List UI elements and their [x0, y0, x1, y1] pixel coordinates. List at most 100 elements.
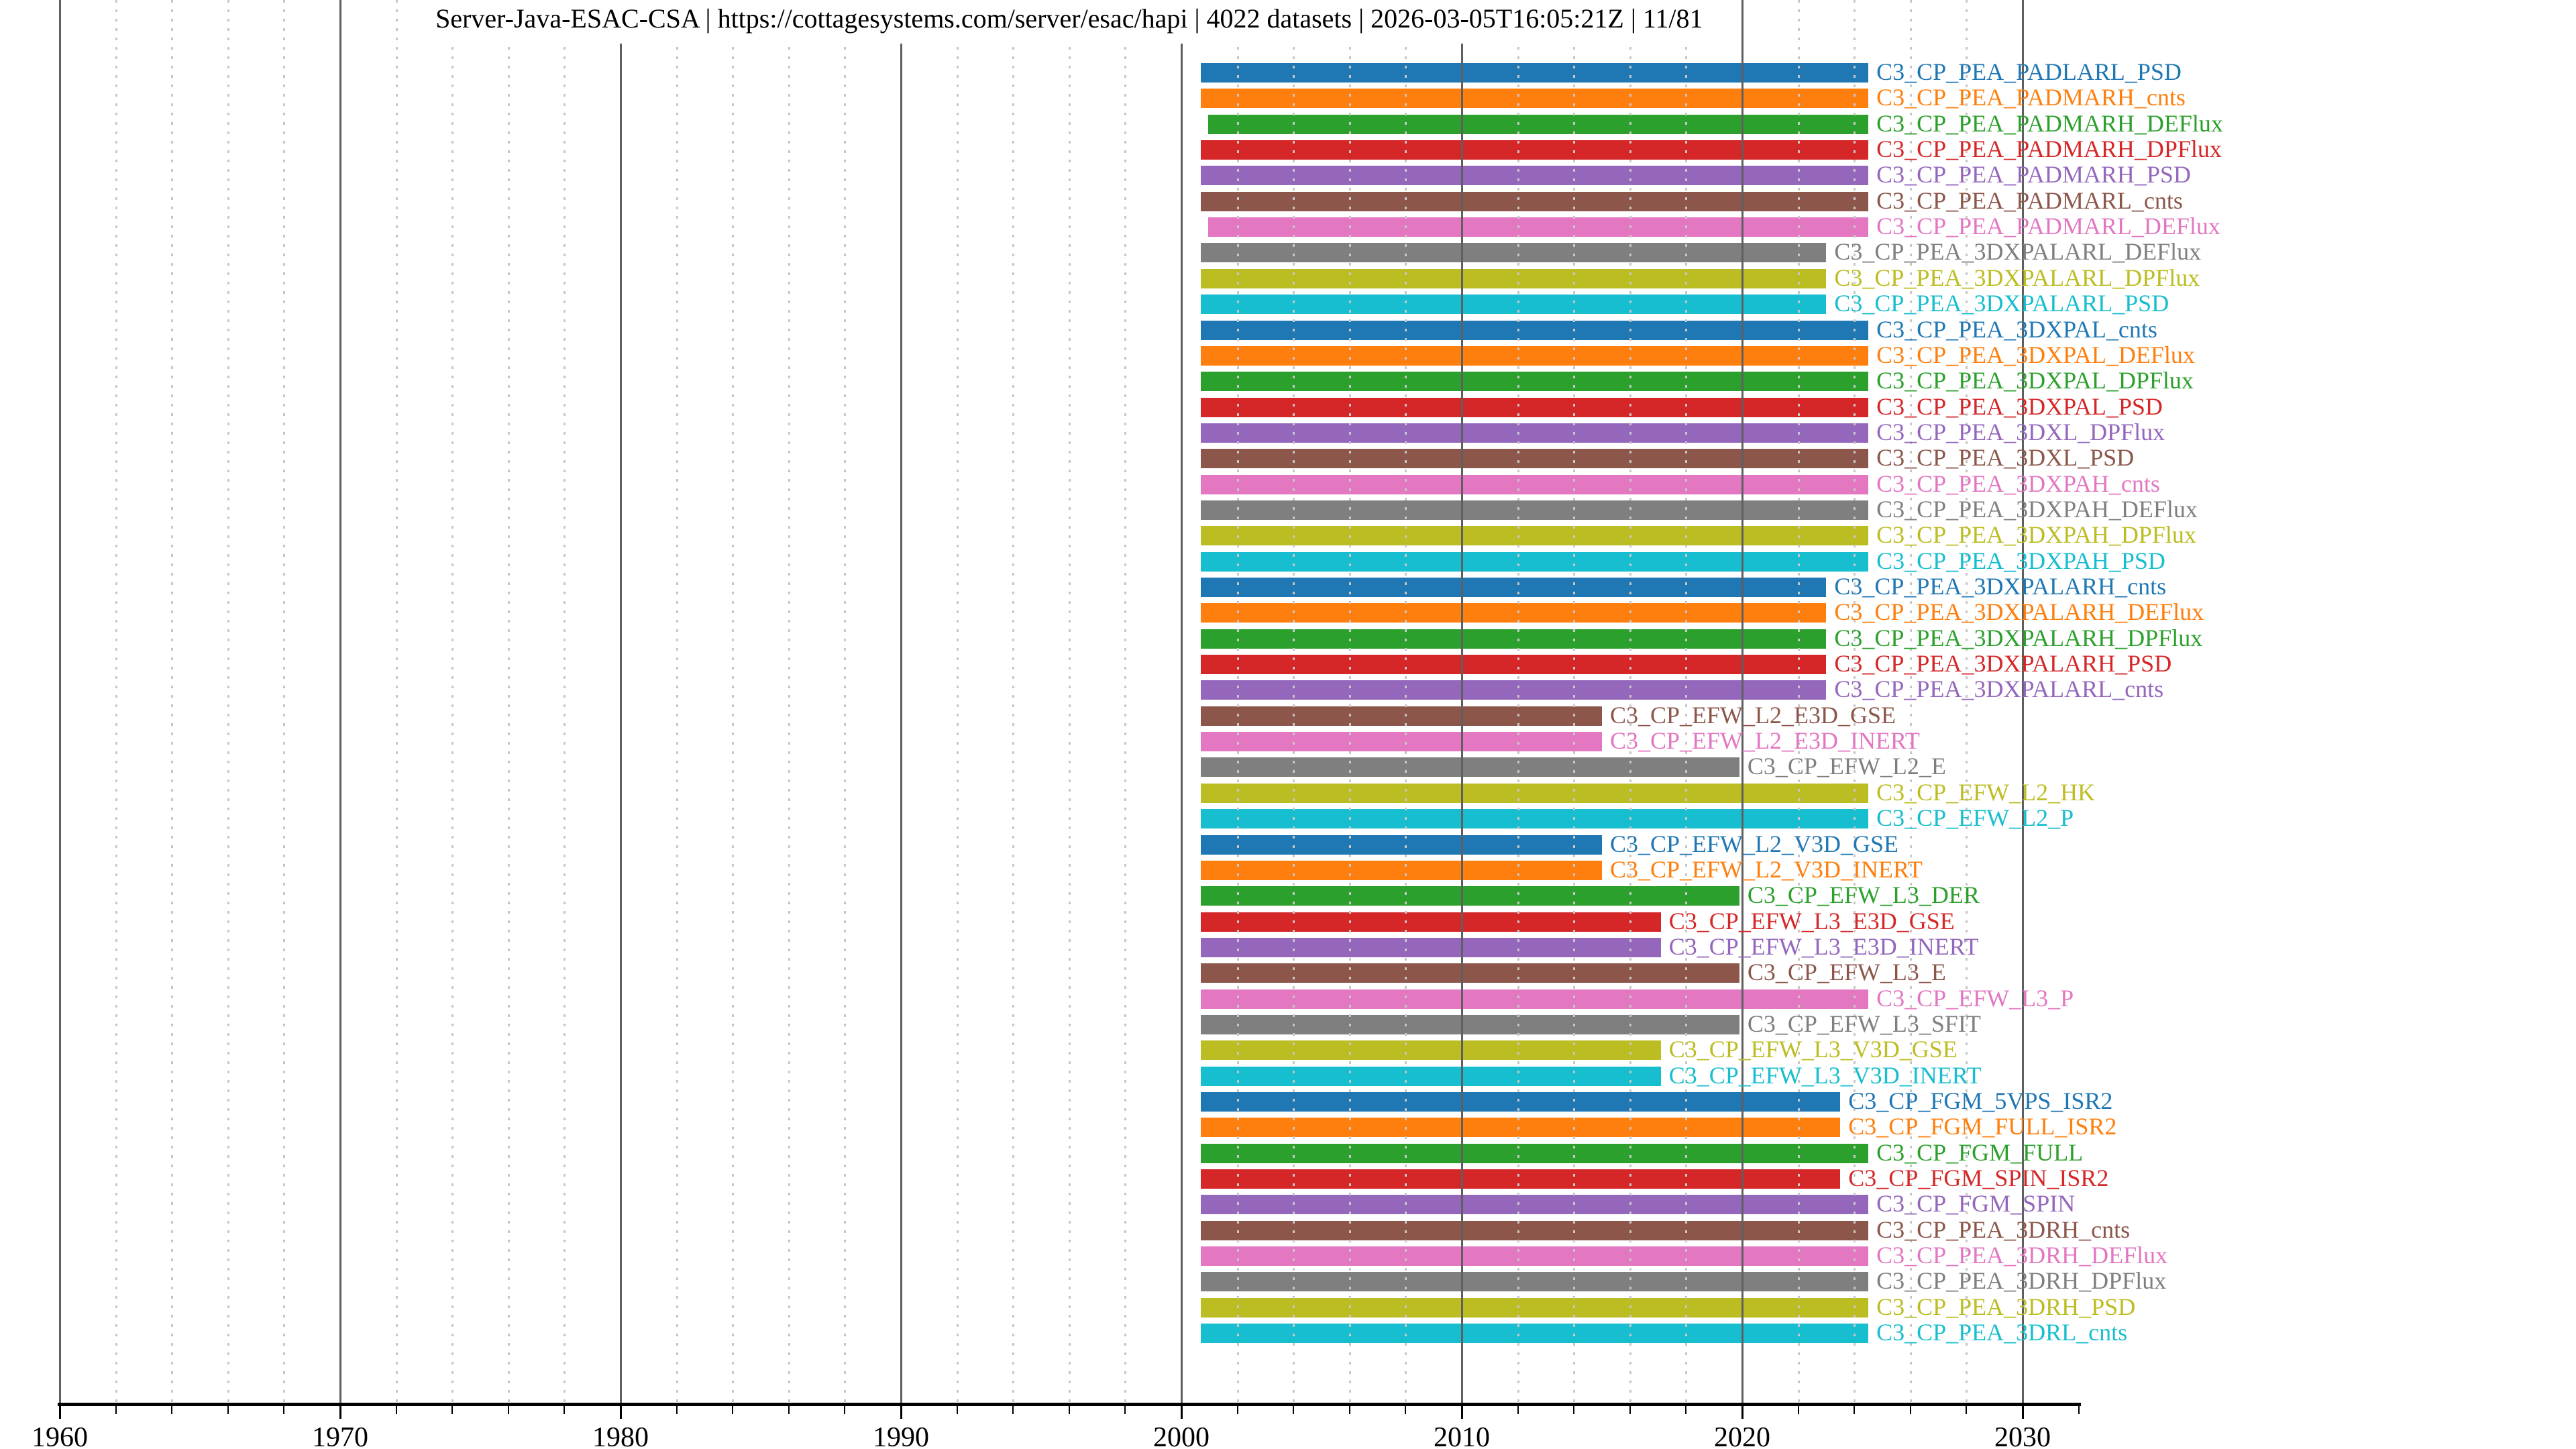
dataset-label: C3_CP_PEA_3DRH_DEFlux: [1876, 1242, 2168, 1269]
minor-gridline-1968: [283, 0, 286, 1404]
minor-tick-2012: [1517, 1405, 1519, 1414]
minor-gridline-2028: [1966, 0, 1968, 1404]
coverage-bar: [1201, 757, 1739, 777]
minor-tick-2018: [1685, 1405, 1687, 1414]
major-tick-1970: [339, 1405, 341, 1419]
minor-tick-2016: [1629, 1405, 1631, 1414]
x-axis-line: [58, 1403, 2081, 1406]
minor-tick-2014: [1573, 1405, 1575, 1414]
coverage-bar: [1201, 423, 1869, 443]
minor-tick-1972: [395, 1405, 397, 1414]
coverage-bar: [1208, 115, 1869, 134]
major-tick-1960: [58, 1405, 61, 1419]
coverage-bar: [1201, 63, 1869, 83]
dataset-label: C3_CP_PEA_3DXPALARH_PSD: [1834, 650, 2172, 677]
dataset-label: C3_CP_PEA_PADMARL_cnts: [1876, 187, 2183, 214]
minor-gridline-1966: [227, 0, 229, 1404]
minor-tick-2032: [2078, 1405, 2080, 1414]
minor-tick-1984: [732, 1405, 734, 1414]
coverage-bar: [1201, 89, 1869, 108]
coverage-bar: [1201, 680, 1827, 700]
coverage-bar: [1201, 243, 1827, 262]
coverage-bar: [1201, 1221, 1869, 1240]
minor-tick-1974: [451, 1405, 453, 1414]
coverage-bar: [1201, 938, 1661, 957]
major-gridline-1980: [620, 0, 622, 1404]
minor-gridline-2002: [1236, 0, 1239, 1404]
minor-gridline-1988: [844, 0, 847, 1404]
minor-gridline-1982: [676, 0, 678, 1404]
coverage-bar: [1201, 1195, 1869, 1214]
dataset-label: C3_CP_PEA_3DXPALARL_DPFlux: [1834, 264, 2200, 291]
major-tick-1990: [900, 1405, 902, 1419]
dataset-label: C3_CP_PEA_PADMARH_PSD: [1876, 161, 2191, 188]
coverage-bar: [1201, 1040, 1661, 1060]
coverage-bar: [1201, 500, 1869, 520]
dataset-label: C3_CP_PEA_3DXPALARL_PSD: [1834, 290, 2169, 317]
dataset-label: C3_CP_FGM_FULL_ISR2: [1848, 1113, 2117, 1140]
minor-tick-1978: [564, 1405, 566, 1414]
dataset-label: C3_CP_FGM_SPIN: [1876, 1190, 2076, 1217]
minor-tick-1966: [227, 1405, 229, 1414]
x-tick-label-2000: 2000: [1153, 1422, 1210, 1449]
dataset-label: C3_CP_EFW_L3_E3D_GSE: [1668, 908, 1955, 934]
dataset-label: C3_CP_PEA_3DRH_DPFlux: [1876, 1267, 2167, 1294]
minor-gridline-2018: [1685, 0, 1688, 1404]
x-tick-label-1960: 1960: [32, 1422, 88, 1449]
coverage-bar: [1201, 140, 1869, 160]
minor-tick-2024: [1854, 1405, 1856, 1414]
dataset-label: C3_CP_PEA_3DXPAH_DPFlux: [1876, 521, 2196, 548]
minor-gridline-2022: [1797, 0, 1800, 1404]
dataset-label: C3_CP_PEA_3DRL_cnts: [1876, 1319, 2128, 1346]
dataset-label: C3_CP_PEA_3DXPAL_DPFlux: [1876, 367, 2194, 394]
dataset-label: C3_CP_FGM_FULL: [1876, 1139, 2084, 1166]
minor-tick-1996: [1068, 1405, 1070, 1414]
minor-gridline-1986: [788, 0, 790, 1404]
minor-tick-1982: [676, 1405, 678, 1414]
minor-gridline-1962: [115, 0, 117, 1404]
minor-tick-1962: [115, 1405, 117, 1414]
minor-gridline-1984: [732, 0, 735, 1404]
coverage-bar: [1201, 861, 1602, 880]
dataset-label: C3_CP_PEA_PADMARH_cnts: [1876, 84, 2186, 111]
dataset-label: C3_CP_EFW_L2_E: [1747, 753, 1946, 780]
minor-gridline-1974: [451, 0, 454, 1404]
coverage-bar: [1201, 294, 1827, 314]
minor-tick-2008: [1405, 1405, 1407, 1414]
dataset-label: C3_CP_EFW_L2_E3D_GSE: [1610, 702, 1896, 729]
coverage-bar: [1201, 1144, 1869, 1163]
major-gridline-2030: [2022, 0, 2024, 1404]
dataset-label: C3_CP_EFW_L2_E3D_INERT: [1610, 727, 1920, 754]
coverage-bar: [1201, 1272, 1869, 1291]
coverage-bar: [1201, 1118, 1841, 1137]
coverage-bar: [1201, 578, 1827, 597]
coverage-bar: [1208, 217, 1869, 237]
coverage-bar: [1201, 629, 1827, 649]
coverage-bar: [1201, 192, 1869, 211]
minor-tick-1964: [171, 1405, 173, 1414]
minor-gridline-2026: [1909, 0, 1912, 1404]
minor-tick-1998: [1124, 1405, 1126, 1414]
x-tick-label-1990: 1990: [873, 1422, 929, 1449]
dataset-label: C3_CP_PEA_3DXL_PSD: [1876, 444, 2135, 471]
x-tick-label-2030: 2030: [1994, 1422, 2051, 1449]
x-tick-label-2020: 2020: [1714, 1422, 1770, 1449]
dataset-label: C3_CP_PEA_3DXPAL_DEFlux: [1876, 341, 2195, 368]
minor-tick-1986: [788, 1405, 790, 1414]
minor-gridline-1976: [507, 0, 510, 1404]
dataset-label: C3_CP_EFW_L2_P: [1876, 804, 2074, 831]
major-tick-2020: [1741, 1405, 1743, 1419]
dataset-label: C3_CP_EFW_L3_V3D_INERT: [1668, 1062, 1982, 1089]
minor-gridline-1972: [395, 0, 398, 1404]
dataset-label: C3_CP_EFW_L3_P: [1876, 985, 2074, 1012]
plot-title: Server-Java-ESAC-CSA | https://cottagesy…: [425, 0, 1714, 44]
dataset-label: C3_CP_PEA_3DXPAH_DEFlux: [1876, 496, 2198, 523]
major-gridline-1990: [900, 0, 902, 1404]
coverage-bar: [1201, 1169, 1841, 1189]
dataset-label: C3_CP_PEA_PADMARH_DPFlux: [1876, 136, 2222, 162]
dataset-label: C3_CP_PEA_3DXPAL_PSD: [1876, 393, 2163, 420]
dataset-label: C3_CP_PEA_PADMARL_DEFlux: [1876, 213, 2220, 239]
